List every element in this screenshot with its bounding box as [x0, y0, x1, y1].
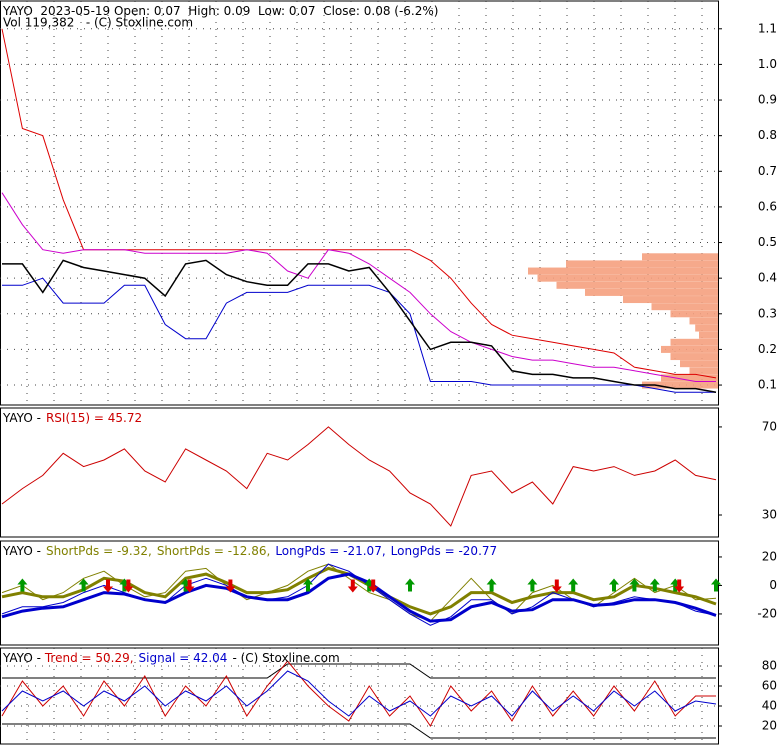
sell-arrow: [123, 579, 134, 593]
sell-arrow: [551, 579, 562, 593]
panel-frame: [0, 647, 719, 745]
panel-frame: [0, 0, 719, 406]
y-tick-label: 0.1: [758, 378, 777, 392]
volume-profile-bar: [661, 345, 718, 353]
volume-profile-bar: [670, 353, 718, 361]
y-tick-label: 0.3: [758, 306, 777, 320]
buy-arrow: [17, 578, 28, 592]
y-tick-label: 40: [762, 699, 777, 713]
volume-profile-bar: [623, 296, 718, 304]
volume-profile-bar: [689, 317, 718, 325]
credit: - (C) Stoxline.com: [232, 651, 339, 665]
volume-profile-bar: [642, 253, 718, 261]
panel-subtitle: Vol 119,382 - (C) Stoxline.com: [3, 16, 193, 30]
volume-profile-bar: [670, 338, 718, 346]
volume-profile-bar: [699, 331, 718, 339]
volume-profile-bar: [528, 267, 718, 275]
volume-profile-bar: [566, 260, 718, 268]
y-tick-label: 80: [762, 659, 777, 673]
panel-title: YAYO - Trend = 50.29, Signal = 42.04 - (C) …: [2, 651, 340, 665]
series-line: [2, 277, 716, 393]
sell-arrow: [674, 579, 685, 593]
buy-arrow: [629, 578, 640, 592]
buy-arrow: [303, 578, 313, 592]
series-line: [1, 670, 717, 717]
sell-arrow: [184, 579, 195, 593]
volume-profile-bar: [556, 281, 718, 289]
legend-entry: ShortPds = -12.86,: [157, 544, 271, 558]
y-tick-label: 0.6: [758, 199, 777, 213]
sell-arrow: [347, 579, 358, 593]
series-line: [1, 563, 717, 626]
series-line: [2, 663, 716, 679]
title-text: YAYO -: [2, 544, 41, 558]
series-line: [1, 660, 716, 727]
y-tick-label: 0.2: [758, 342, 777, 356]
legend-entry: RSI(15) = 45.72: [46, 411, 142, 425]
title-text: YAYO 2023-05-19 Open: 0.07 High: 0.09 Lo…: [2, 4, 438, 18]
volume-profile-bar: [585, 288, 718, 296]
buy-arrow: [527, 578, 538, 592]
y-tick-label: 70: [762, 419, 777, 433]
volume-profile-bar: [670, 310, 718, 318]
volume-profile-bar: [689, 367, 718, 375]
series-line: [2, 723, 716, 739]
sell-arrow: [368, 579, 379, 593]
volume-profile-bar: [642, 381, 718, 389]
sell-arrow: [225, 579, 236, 593]
legend-entry: LongPds = -21.07,: [275, 544, 385, 558]
y-tick-label: 1.1: [758, 21, 777, 35]
y-tick-label: 0.8: [758, 128, 777, 142]
volume-profile-bar: [651, 303, 718, 311]
legend-entry: Signal = 42.04: [139, 651, 228, 665]
series-line: [1, 572, 717, 623]
panel-title: YAYO 2023-05-19 Open: 0.07 High: 0.09 Lo…: [2, 4, 438, 18]
legend-entry: LongPds = -20.77: [391, 544, 498, 558]
y-tick-label: 0.4: [758, 271, 777, 285]
legend-entry: ShortPds = -9.32,: [46, 544, 152, 558]
panel-title: YAYO - RSI(15) = 45.72: [2, 411, 142, 425]
legend-entry: Trend = 50.29,: [44, 651, 134, 665]
buy-arrow: [568, 578, 579, 592]
title-text: YAYO -: [2, 411, 41, 425]
title-text: YAYO -: [2, 651, 41, 665]
panel-frame: [0, 407, 719, 538]
y-tick-label: 20: [762, 719, 777, 733]
y-tick-label: 30: [762, 507, 777, 521]
buy-arrow: [78, 578, 89, 592]
y-tick-label: -20: [757, 606, 777, 620]
volume-profile-bar: [537, 274, 718, 282]
buy-arrow: [486, 578, 497, 592]
volume-profile-bar: [661, 374, 718, 382]
volume-profile-bar: [695, 324, 718, 332]
y-tick-label: 0.9: [758, 93, 777, 107]
y-tick-label: 20: [762, 549, 777, 563]
series-line: [1, 28, 717, 379]
y-tick-label: 1.0: [758, 57, 777, 71]
buy-arrow: [649, 578, 660, 592]
buy-arrow: [609, 578, 619, 592]
buy-arrow: [405, 578, 415, 592]
panel-frame: [0, 540, 719, 646]
y-tick-label: 0: [769, 578, 777, 592]
buy-arrow: [711, 578, 721, 592]
sell-arrow: [103, 579, 113, 593]
series-line: [2, 259, 717, 393]
panel-title: YAYO - ShortPds = -9.32, ShortPds = -12.86…: [2, 544, 497, 558]
y-tick-label: 0.7: [758, 164, 777, 178]
series-line: [1, 192, 716, 382]
volume-profile-bar: [680, 360, 718, 368]
series-line: [1, 426, 717, 527]
y-tick-label: 60: [762, 679, 777, 693]
y-tick-label: 0.5: [758, 235, 777, 249]
